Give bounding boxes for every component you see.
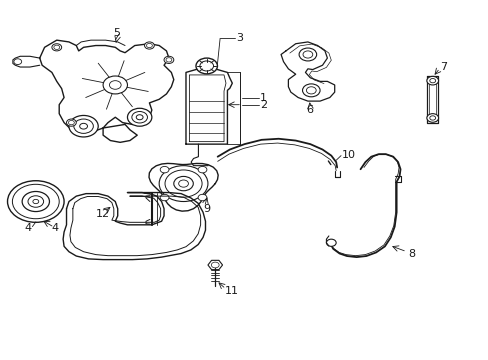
Circle shape (299, 48, 316, 61)
Circle shape (144, 42, 154, 49)
Circle shape (69, 116, 98, 137)
Text: 1: 1 (260, 93, 266, 103)
Text: 12: 12 (96, 209, 110, 219)
Circle shape (196, 58, 217, 74)
Circle shape (198, 166, 206, 173)
Circle shape (22, 192, 49, 212)
Circle shape (66, 119, 76, 126)
Text: 10: 10 (341, 150, 355, 160)
Circle shape (7, 181, 64, 222)
Ellipse shape (17, 205, 24, 211)
Circle shape (163, 56, 173, 63)
Text: 6: 6 (306, 105, 313, 115)
Circle shape (160, 194, 169, 201)
Text: 8: 8 (407, 248, 414, 258)
Circle shape (14, 59, 21, 64)
Circle shape (52, 44, 61, 51)
Text: 11: 11 (224, 286, 239, 296)
Circle shape (326, 239, 335, 246)
Text: 5: 5 (113, 28, 120, 38)
Text: 7: 7 (440, 62, 447, 72)
Ellipse shape (31, 186, 41, 191)
Text: 9: 9 (203, 204, 210, 214)
Text: 4: 4 (24, 224, 31, 233)
Circle shape (160, 166, 169, 173)
Circle shape (302, 84, 320, 97)
Circle shape (198, 194, 206, 201)
Circle shape (159, 166, 207, 202)
Circle shape (127, 108, 152, 126)
Circle shape (426, 114, 438, 122)
Circle shape (173, 176, 193, 191)
Text: 4: 4 (52, 224, 59, 233)
Text: 3: 3 (235, 33, 242, 43)
Ellipse shape (47, 205, 54, 211)
Circle shape (426, 76, 438, 85)
Text: 2: 2 (260, 100, 266, 110)
